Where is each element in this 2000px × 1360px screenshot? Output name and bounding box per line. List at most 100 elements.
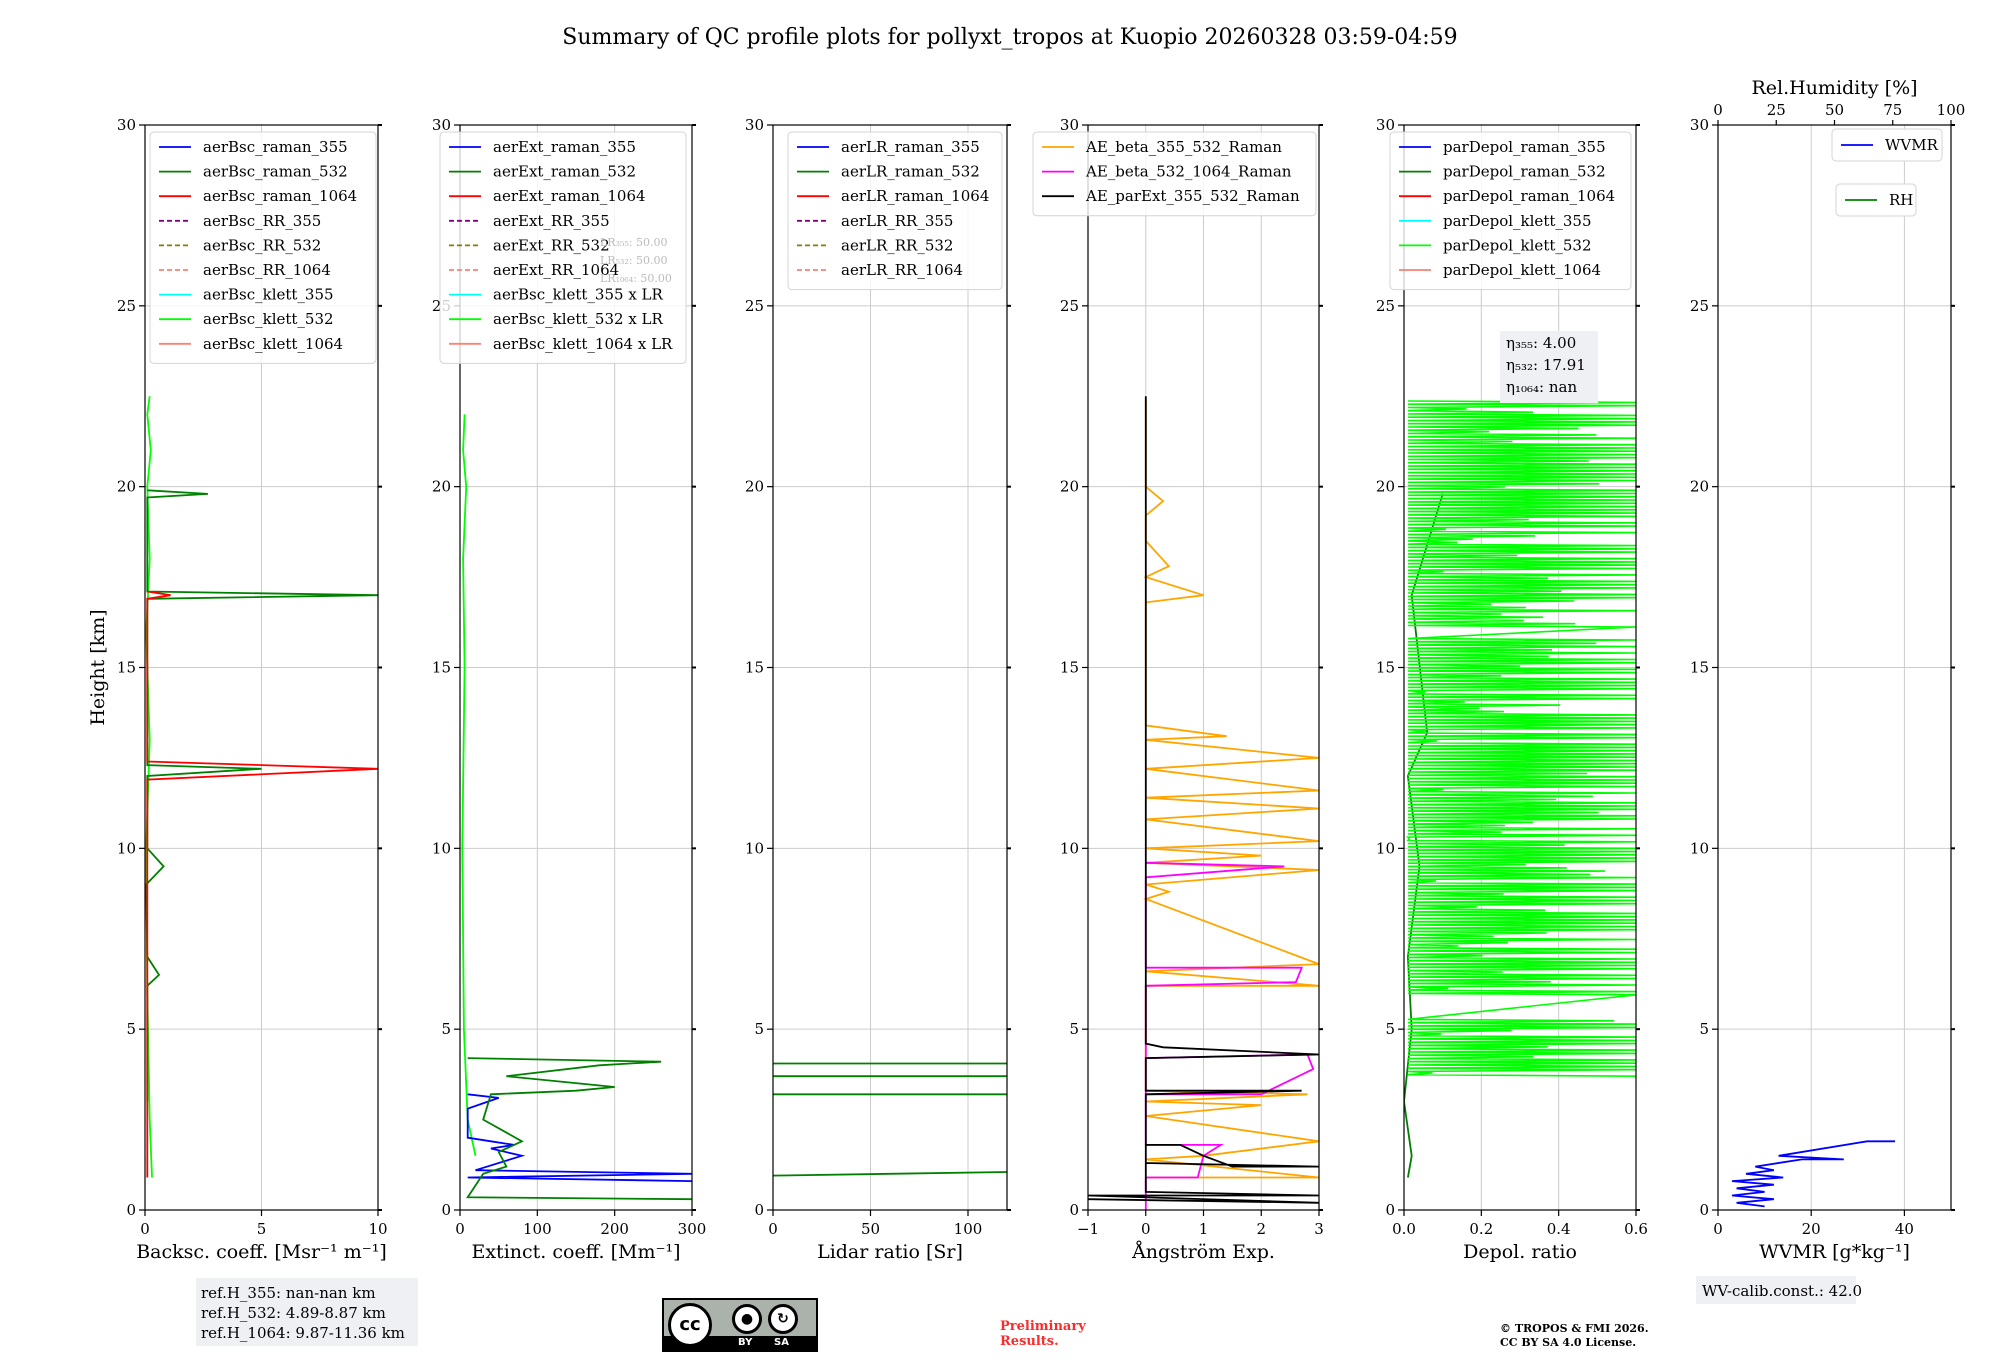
top-x-tick-label: 75: [1883, 101, 1902, 119]
legend-entry: aerLR_raman_355: [841, 138, 980, 156]
series-line-aerBsc_raman_1064: [146, 590, 378, 1178]
legend-entry: aerLR_RR_1064: [841, 261, 963, 279]
cc-sa-label: SA: [774, 1337, 789, 1348]
y-tick-label: 25: [745, 297, 764, 315]
legend-box-wvmr: [1831, 128, 1943, 162]
legend-lr: aerLR_raman_355 aerLR_raman_532 aerLR_rama…: [787, 131, 1003, 291]
x-tick-label: 0.0: [1392, 1220, 1416, 1238]
legend-box: [149, 131, 377, 364]
x-tick-label: 0: [1713, 1220, 1723, 1238]
x-tick-label: 5: [257, 1220, 267, 1238]
legend-entry: aerLR_RR_532: [841, 236, 953, 254]
y-tick-label: 0: [1699, 1201, 1709, 1219]
x-tick-label: 1: [1199, 1220, 1209, 1238]
cc-by-sa-license-icon: cc ● ↻ BY SA: [662, 1298, 818, 1352]
annotation-text: LR₃₅₅: 50.00: [600, 236, 668, 249]
top-x-tick-label: 50: [1825, 101, 1844, 119]
top-x-axis-label: Rel.Humidity [%]: [1751, 77, 1917, 99]
legend-entry: aerBsc_raman_532: [203, 163, 348, 181]
y-tick-label: 5: [126, 1020, 136, 1038]
x-axis-label: Extinct. coeff. [Mm⁻¹]: [471, 1241, 680, 1263]
series-line-aerExt_raman_355: [466, 1093, 692, 1182]
wv-calibration-box-bg: [1696, 1276, 1856, 1304]
panel-depol: 0.0 0.2 0.4 0.6 0 5 10 15 20 25 30 Depol. ratio parD…: [1376, 116, 1648, 1263]
legend-entry: aerExt_RR_355: [493, 212, 610, 230]
legend-ae: AE_beta_355_532_Raman AE_beta_532_1064_Ra…: [1032, 131, 1317, 217]
y-tick-label: 20: [1376, 478, 1395, 496]
legend-ext: aerExt_raman_355 aerExt_raman_532 aerExt_r…: [439, 131, 687, 364]
legend-entry: parDepol_raman_532: [1443, 163, 1606, 181]
series-group-ae: [1088, 396, 1319, 1210]
y-tick-label: 20: [1690, 478, 1709, 496]
y-tick-label: 10: [1376, 839, 1395, 857]
y-tick-label: 15: [1690, 659, 1709, 677]
y-tick-label: 30: [117, 116, 136, 134]
y-tick-label: 0: [1069, 1201, 1079, 1219]
legend-entry: aerBsc_RR_355: [203, 212, 321, 230]
y-tick-label: 10: [1060, 839, 1079, 857]
x-tick-label: 0.6: [1624, 1220, 1648, 1238]
legend-entry: parDepol_raman_1064: [1443, 187, 1615, 205]
y-tick-label: 20: [117, 478, 136, 496]
y-tick-label: 30: [432, 116, 451, 134]
x-tick-label: 100: [523, 1220, 552, 1238]
legend-entry: parDepol_raman_355: [1443, 138, 1606, 156]
legend-entry: aerLR_RR_355: [841, 212, 953, 230]
legend-entry: aerBsc_RR_532: [203, 236, 321, 254]
x-axis-label: Depol. ratio: [1463, 1241, 1577, 1263]
x-tick-label: 100: [954, 1220, 983, 1238]
legend-box: [1389, 131, 1632, 291]
annotation-text: LR₅₃₂: 50.00: [600, 254, 668, 267]
legend-entry: parDepol_klett_355: [1443, 212, 1592, 230]
y-tick-label: 20: [745, 478, 764, 496]
legend-entry: aerLR_raman_1064: [841, 187, 989, 205]
y-tick-label: 5: [1385, 1020, 1395, 1038]
panel-bsc: 0 5 10 0 5 10 15 20 25 30 Backsc. coeff. [Msr⁻¹ m⁻…: [87, 116, 388, 1263]
legend-entry: aerBsc_klett_355 x LR: [493, 286, 664, 304]
x-tick-label: 300: [678, 1220, 707, 1238]
y-tick-label: 10: [745, 839, 764, 857]
x-tick-label: 0: [140, 1220, 150, 1238]
y-tick-label: 25: [1690, 297, 1709, 315]
x-tick-label: −1: [1077, 1220, 1099, 1238]
series-line-parDepol_klett_532: [1405, 400, 1636, 1077]
y-tick-label: 10: [432, 839, 451, 857]
panel-ext: 0100200300051015202530Extinct. coeff. [M…: [432, 116, 706, 1263]
y-tick-label: 0: [754, 1201, 764, 1219]
legend-entry: aerBsc_raman_1064: [203, 187, 357, 205]
wv-calibration-box: WV-calib.const.: 42.0: [1696, 1276, 1862, 1304]
y-tick-label: 30: [745, 116, 764, 134]
legend-entry: aerBsc_klett_532 x LR: [493, 310, 664, 328]
legend-entry: aerBsc_raman_355: [203, 138, 348, 156]
legend-bsc: aerBsc_raman_355 aerBsc_raman_532 aerBsc_r…: [149, 131, 377, 364]
y-axis-label: Height [km]: [87, 609, 109, 725]
y-tick-label: 0: [441, 1201, 451, 1219]
cc-logo-icon: cc: [668, 1303, 712, 1347]
annotation-box: [1500, 331, 1598, 403]
x-axis-label: Ångström Exp.: [1131, 1241, 1275, 1263]
series-group-lr: [773, 1062, 1007, 1177]
legend-entry: aerLR_raman_532: [841, 163, 980, 181]
x-tick-label: 10: [368, 1220, 387, 1238]
legend-entry: aerBsc_RR_1064: [203, 261, 331, 279]
share-alike-icon: ↻: [768, 1304, 798, 1334]
x-tick-label: 3: [1314, 1220, 1324, 1238]
y-tick-label: 20: [1060, 478, 1079, 496]
ref-h-355: ref.H_355: nan-nan km: [201, 1284, 376, 1302]
x-tick-label: 0: [768, 1220, 778, 1238]
x-tick-label: 40: [1895, 1220, 1914, 1238]
reference-height-box: ref.H_355: nan-nan km ref.H_532: 4.89-8.…: [196, 1278, 418, 1346]
annotation-ext: LR₃₅₅: 50.00 LR₅₃₂: 50.00 LR₁₀₆₄: 50.00: [600, 236, 672, 285]
top-x-tick-label: 0: [1713, 101, 1723, 119]
series-line-AE_beta_355_532_Raman: [1143, 399, 1319, 1179]
x-axis-label: Backsc. coeff. [Msr⁻¹ m⁻¹]: [136, 1241, 387, 1263]
series-line-aerBsc_klett_532 x LR: [461, 414, 477, 1156]
y-tick-label: 5: [1699, 1020, 1709, 1038]
legend-entry: parDepol_klett_532: [1443, 236, 1592, 254]
y-tick-label: 25: [117, 297, 136, 315]
series-line-aerBsc_raman_532: [145, 489, 378, 1102]
legend-entry: aerBsc_klett_1064 x LR: [493, 335, 673, 353]
top-x-tick-label: 25: [1767, 101, 1786, 119]
series-group-wv: [1731, 1140, 1896, 1208]
